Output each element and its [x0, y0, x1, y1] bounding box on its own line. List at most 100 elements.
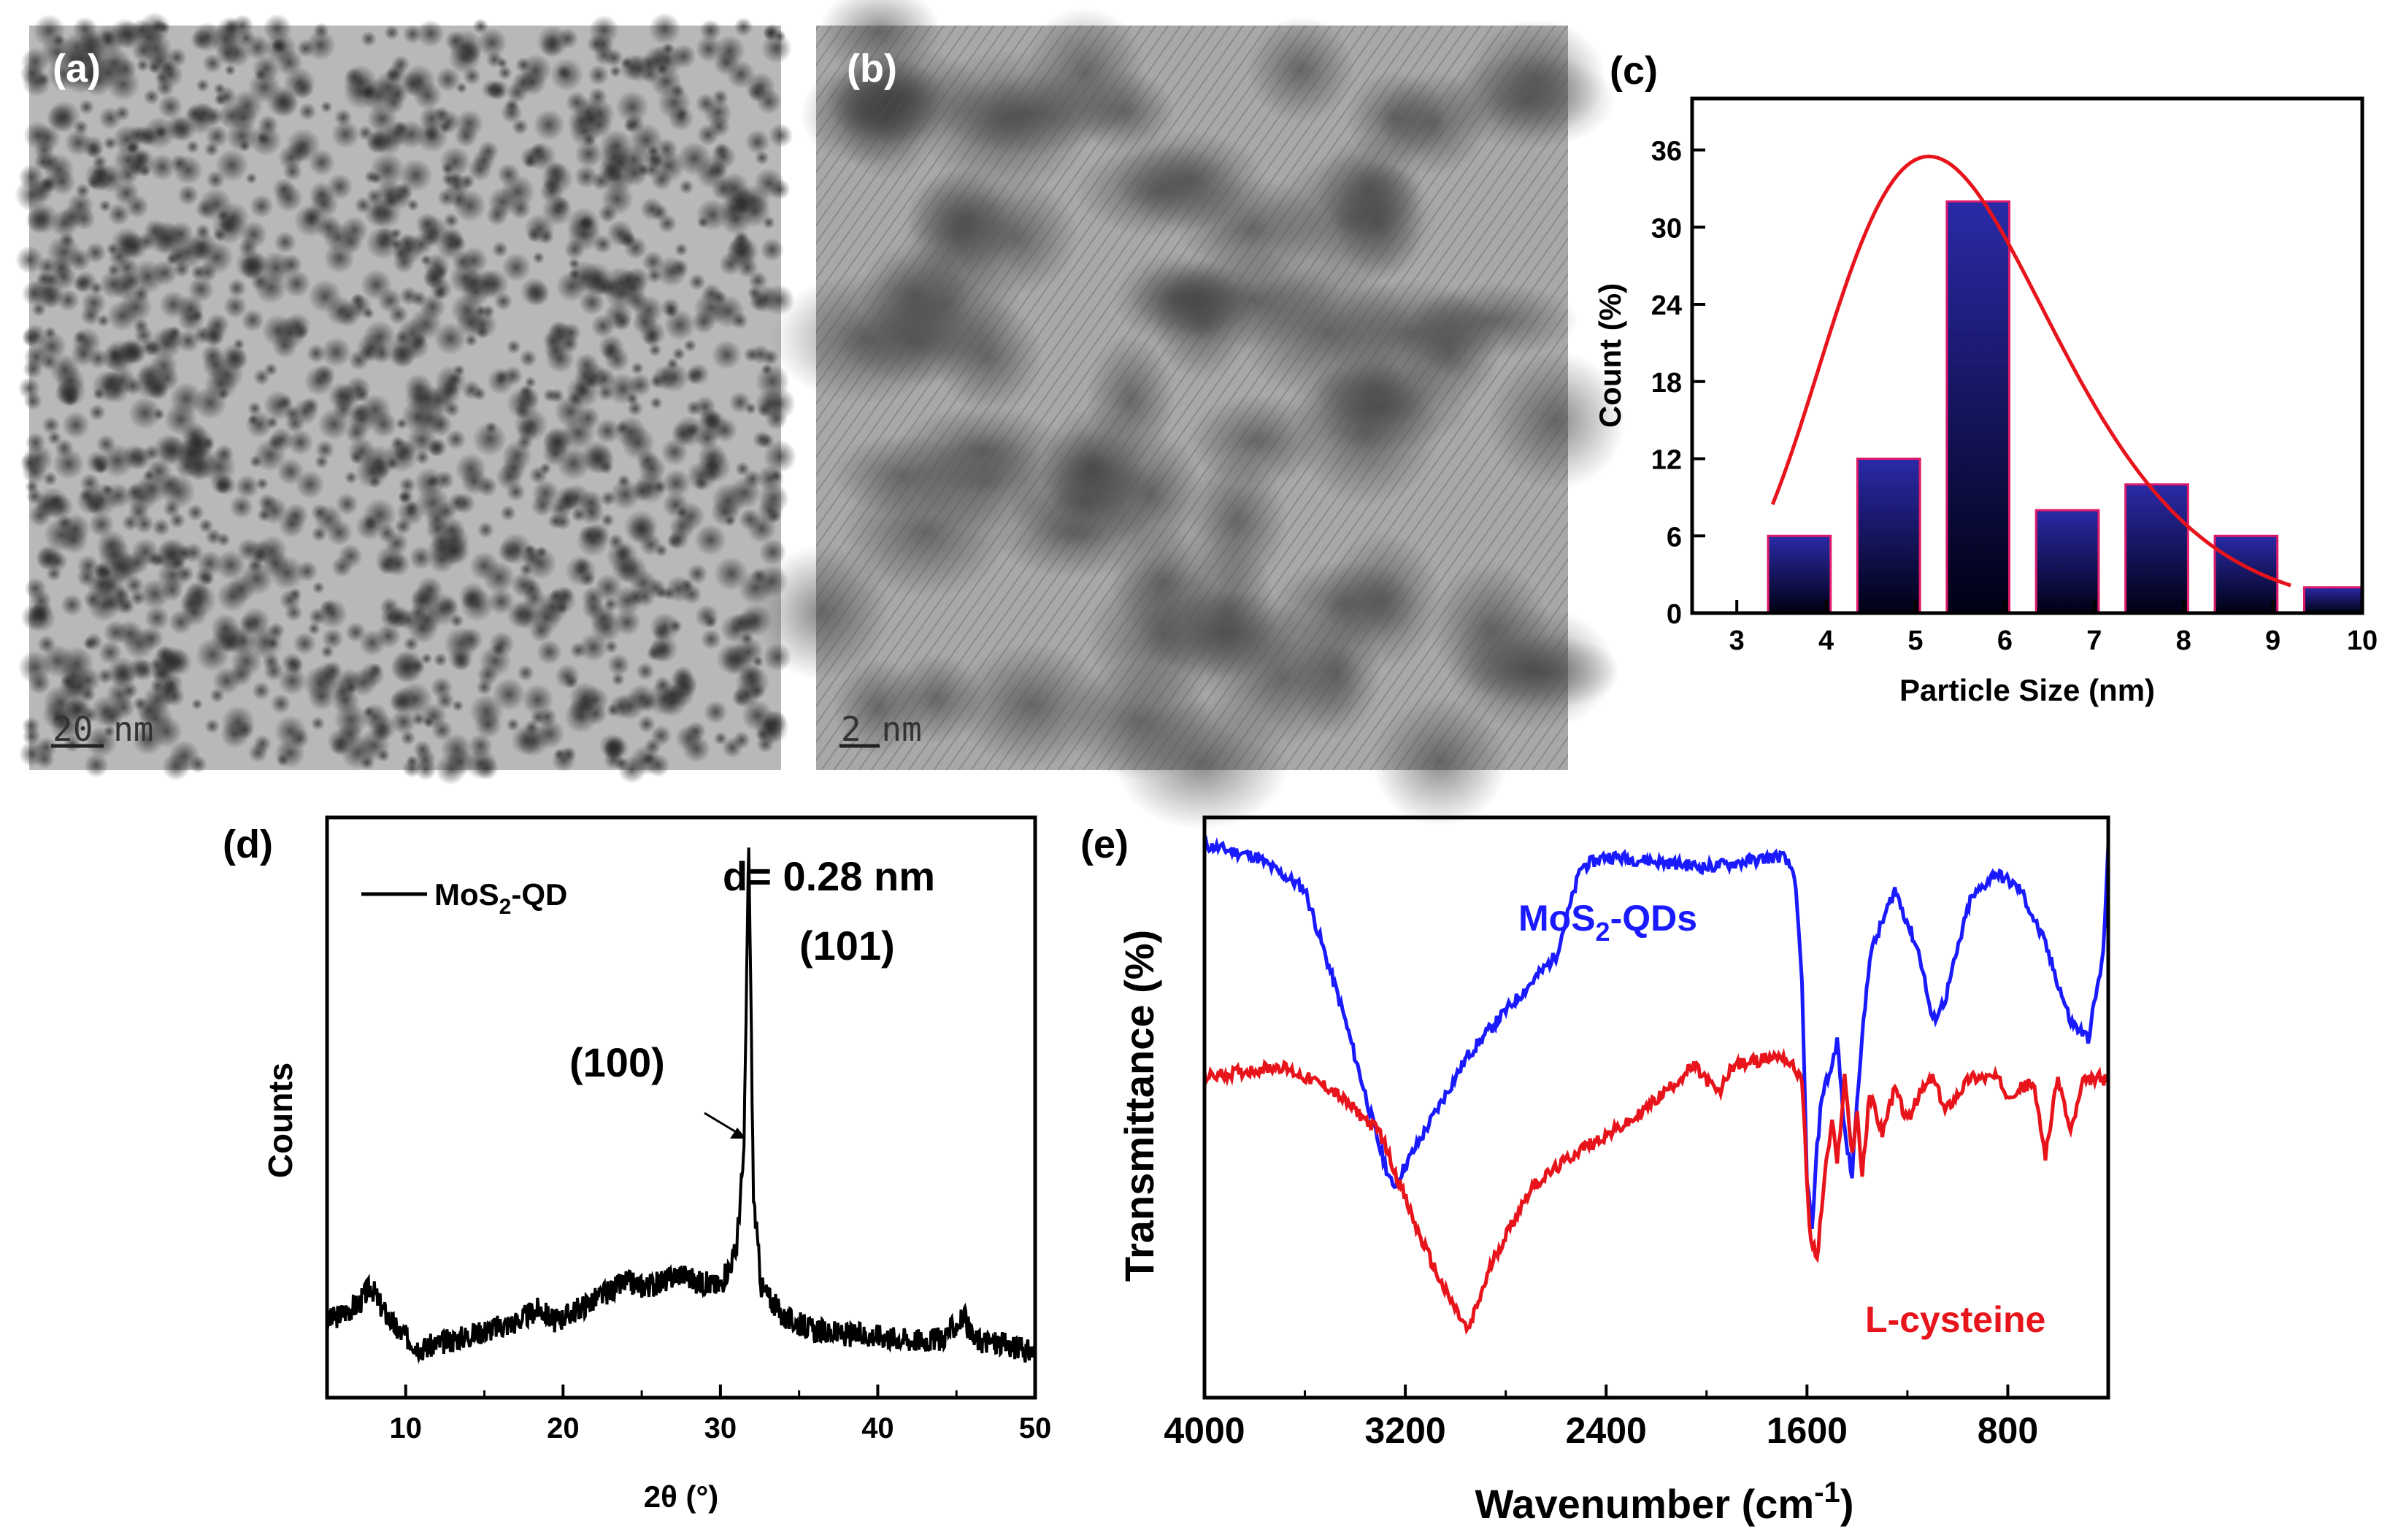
tem-particle	[384, 24, 400, 41]
tem-particle	[332, 399, 355, 421]
tem-particle	[31, 301, 47, 317]
tem-particle	[650, 66, 682, 98]
tem-particle	[454, 124, 478, 148]
tem-particle	[131, 18, 153, 41]
tem-particle	[506, 482, 526, 502]
tem-particle	[20, 61, 44, 85]
tem-particle	[296, 560, 318, 582]
tem-particle	[517, 664, 534, 682]
tem-particle	[537, 639, 562, 665]
tem-particle	[646, 753, 670, 778]
tem-particle	[615, 90, 649, 124]
tem-particle	[389, 690, 412, 714]
tem-particle	[531, 494, 554, 517]
tem-particle	[35, 736, 58, 759]
tem-particle	[152, 517, 171, 537]
tem-particle	[320, 336, 352, 368]
lattice-fringes	[816, 26, 1568, 770]
tem-particle	[210, 688, 225, 704]
tem-particle	[671, 43, 696, 69]
tem-particle	[233, 338, 245, 350]
tem-particle	[753, 168, 785, 199]
tem-particle	[345, 621, 366, 643]
tem-particle	[629, 123, 664, 158]
tem-particle	[488, 588, 515, 615]
x-tick-label-c: 10	[2347, 625, 2378, 656]
tem-particle	[222, 38, 252, 68]
tem-particle	[656, 255, 688, 288]
x-tick-label-d: 30	[704, 1412, 737, 1444]
tem-particle	[277, 458, 304, 485]
x-tick-label-c: 3	[1729, 625, 1745, 656]
tem-particle	[416, 20, 445, 47]
tem-particle	[568, 696, 595, 723]
tem-particle	[113, 180, 139, 207]
tem-particle	[273, 316, 307, 350]
tem-particle	[683, 339, 697, 353]
x-tick-label-c: 7	[2086, 625, 2102, 656]
scale-bar-b-label: 2 nm	[841, 709, 922, 749]
tem-particle	[518, 69, 547, 96]
tem-particle	[761, 363, 773, 376]
tem-particle	[347, 404, 377, 435]
tem-particle	[765, 407, 788, 431]
tem-particle	[347, 436, 377, 466]
tem-particle	[201, 436, 215, 450]
tem-particle	[256, 507, 272, 523]
tem-particle	[459, 246, 488, 275]
tem-particle	[254, 271, 288, 304]
tem-particle	[101, 343, 131, 373]
tem-particle	[354, 196, 372, 214]
tem-particle	[267, 622, 285, 640]
tem-particle	[557, 28, 579, 50]
tem-particle	[525, 281, 550, 307]
tem-particle	[688, 273, 706, 291]
tem-particle	[88, 168, 112, 191]
tem-particle	[150, 327, 183, 361]
tem-particle	[20, 604, 49, 631]
tem-particle	[101, 483, 114, 496]
tem-particle	[128, 501, 150, 523]
x-tick-label-e: 800	[1978, 1410, 2038, 1451]
tem-particle	[164, 685, 185, 707]
tem-particle	[718, 252, 742, 276]
tem-particle	[649, 396, 663, 410]
tem-particle	[569, 642, 587, 659]
tem-particle	[556, 270, 588, 302]
tem-particle	[474, 304, 488, 317]
tem-particle	[414, 467, 445, 498]
tem-particle	[158, 646, 188, 676]
arrow-head-100	[730, 1128, 746, 1139]
tem-particle	[441, 161, 455, 176]
tem-particle	[96, 434, 116, 455]
tem-particle	[435, 753, 466, 785]
chart-e: (e) 4000 3200 2400 1600 800 MoS2-QDs L-cyste…	[1080, 815, 2110, 1527]
tem-particle	[80, 305, 101, 326]
tem-particle	[499, 532, 533, 566]
tem-particle	[458, 627, 483, 652]
tem-particle	[278, 511, 305, 538]
panel-b: (b) 2 nm	[753, 0, 1626, 830]
tem-particle	[345, 67, 364, 87]
tem-particle	[331, 120, 360, 149]
tem-particle	[264, 661, 285, 682]
tem-particle	[696, 199, 729, 231]
tem-particle	[428, 437, 447, 458]
tem-particle	[472, 269, 502, 299]
tem-particle	[433, 652, 448, 667]
tem-particle	[238, 139, 251, 152]
tem-particle	[472, 148, 496, 172]
tem-particle	[315, 439, 335, 460]
tem-particle	[187, 456, 211, 481]
tem-particle	[60, 593, 83, 617]
tem-particle	[747, 513, 777, 544]
tem-particle	[574, 164, 599, 189]
tem-particle	[653, 150, 685, 182]
scale-bar-a-label: 20 nm	[53, 709, 153, 749]
tem-particle	[54, 380, 80, 407]
tem-particle	[383, 192, 399, 208]
y-tick-label-c: 30	[1651, 213, 1682, 244]
tem-particle	[686, 363, 710, 386]
tem-particle	[543, 175, 561, 193]
tem-particle	[581, 363, 608, 390]
